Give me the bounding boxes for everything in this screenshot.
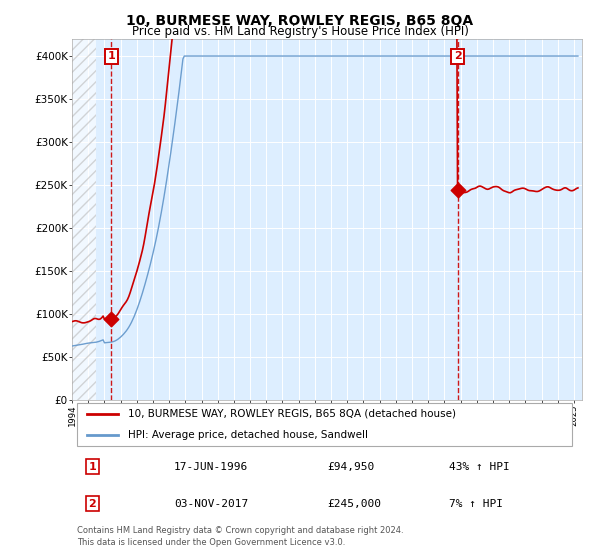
Text: HPI: Average price, detached house, Sandwell: HPI: Average price, detached house, Sand… <box>128 430 368 440</box>
Text: 1: 1 <box>89 461 96 472</box>
Text: Contains HM Land Registry data © Crown copyright and database right 2024.
This d: Contains HM Land Registry data © Crown c… <box>77 526 404 547</box>
Point <box>106 314 116 323</box>
FancyBboxPatch shape <box>77 403 572 446</box>
Text: 43% ↑ HPI: 43% ↑ HPI <box>449 461 510 472</box>
Bar <box>72 39 96 400</box>
Point <box>453 185 463 194</box>
Text: 2: 2 <box>89 498 96 508</box>
Text: £94,950: £94,950 <box>327 461 374 472</box>
Text: 17-JUN-1996: 17-JUN-1996 <box>174 461 248 472</box>
Text: 10, BURMESE WAY, ROWLEY REGIS, B65 8QA: 10, BURMESE WAY, ROWLEY REGIS, B65 8QA <box>127 14 473 28</box>
Text: 1: 1 <box>107 52 115 62</box>
Text: Price paid vs. HM Land Registry's House Price Index (HPI): Price paid vs. HM Land Registry's House … <box>131 25 469 38</box>
Text: £245,000: £245,000 <box>327 498 381 508</box>
Text: 03-NOV-2017: 03-NOV-2017 <box>174 498 248 508</box>
Text: 2: 2 <box>454 52 461 62</box>
Text: 7% ↑ HPI: 7% ↑ HPI <box>449 498 503 508</box>
Text: 10, BURMESE WAY, ROWLEY REGIS, B65 8QA (detached house): 10, BURMESE WAY, ROWLEY REGIS, B65 8QA (… <box>128 409 456 418</box>
